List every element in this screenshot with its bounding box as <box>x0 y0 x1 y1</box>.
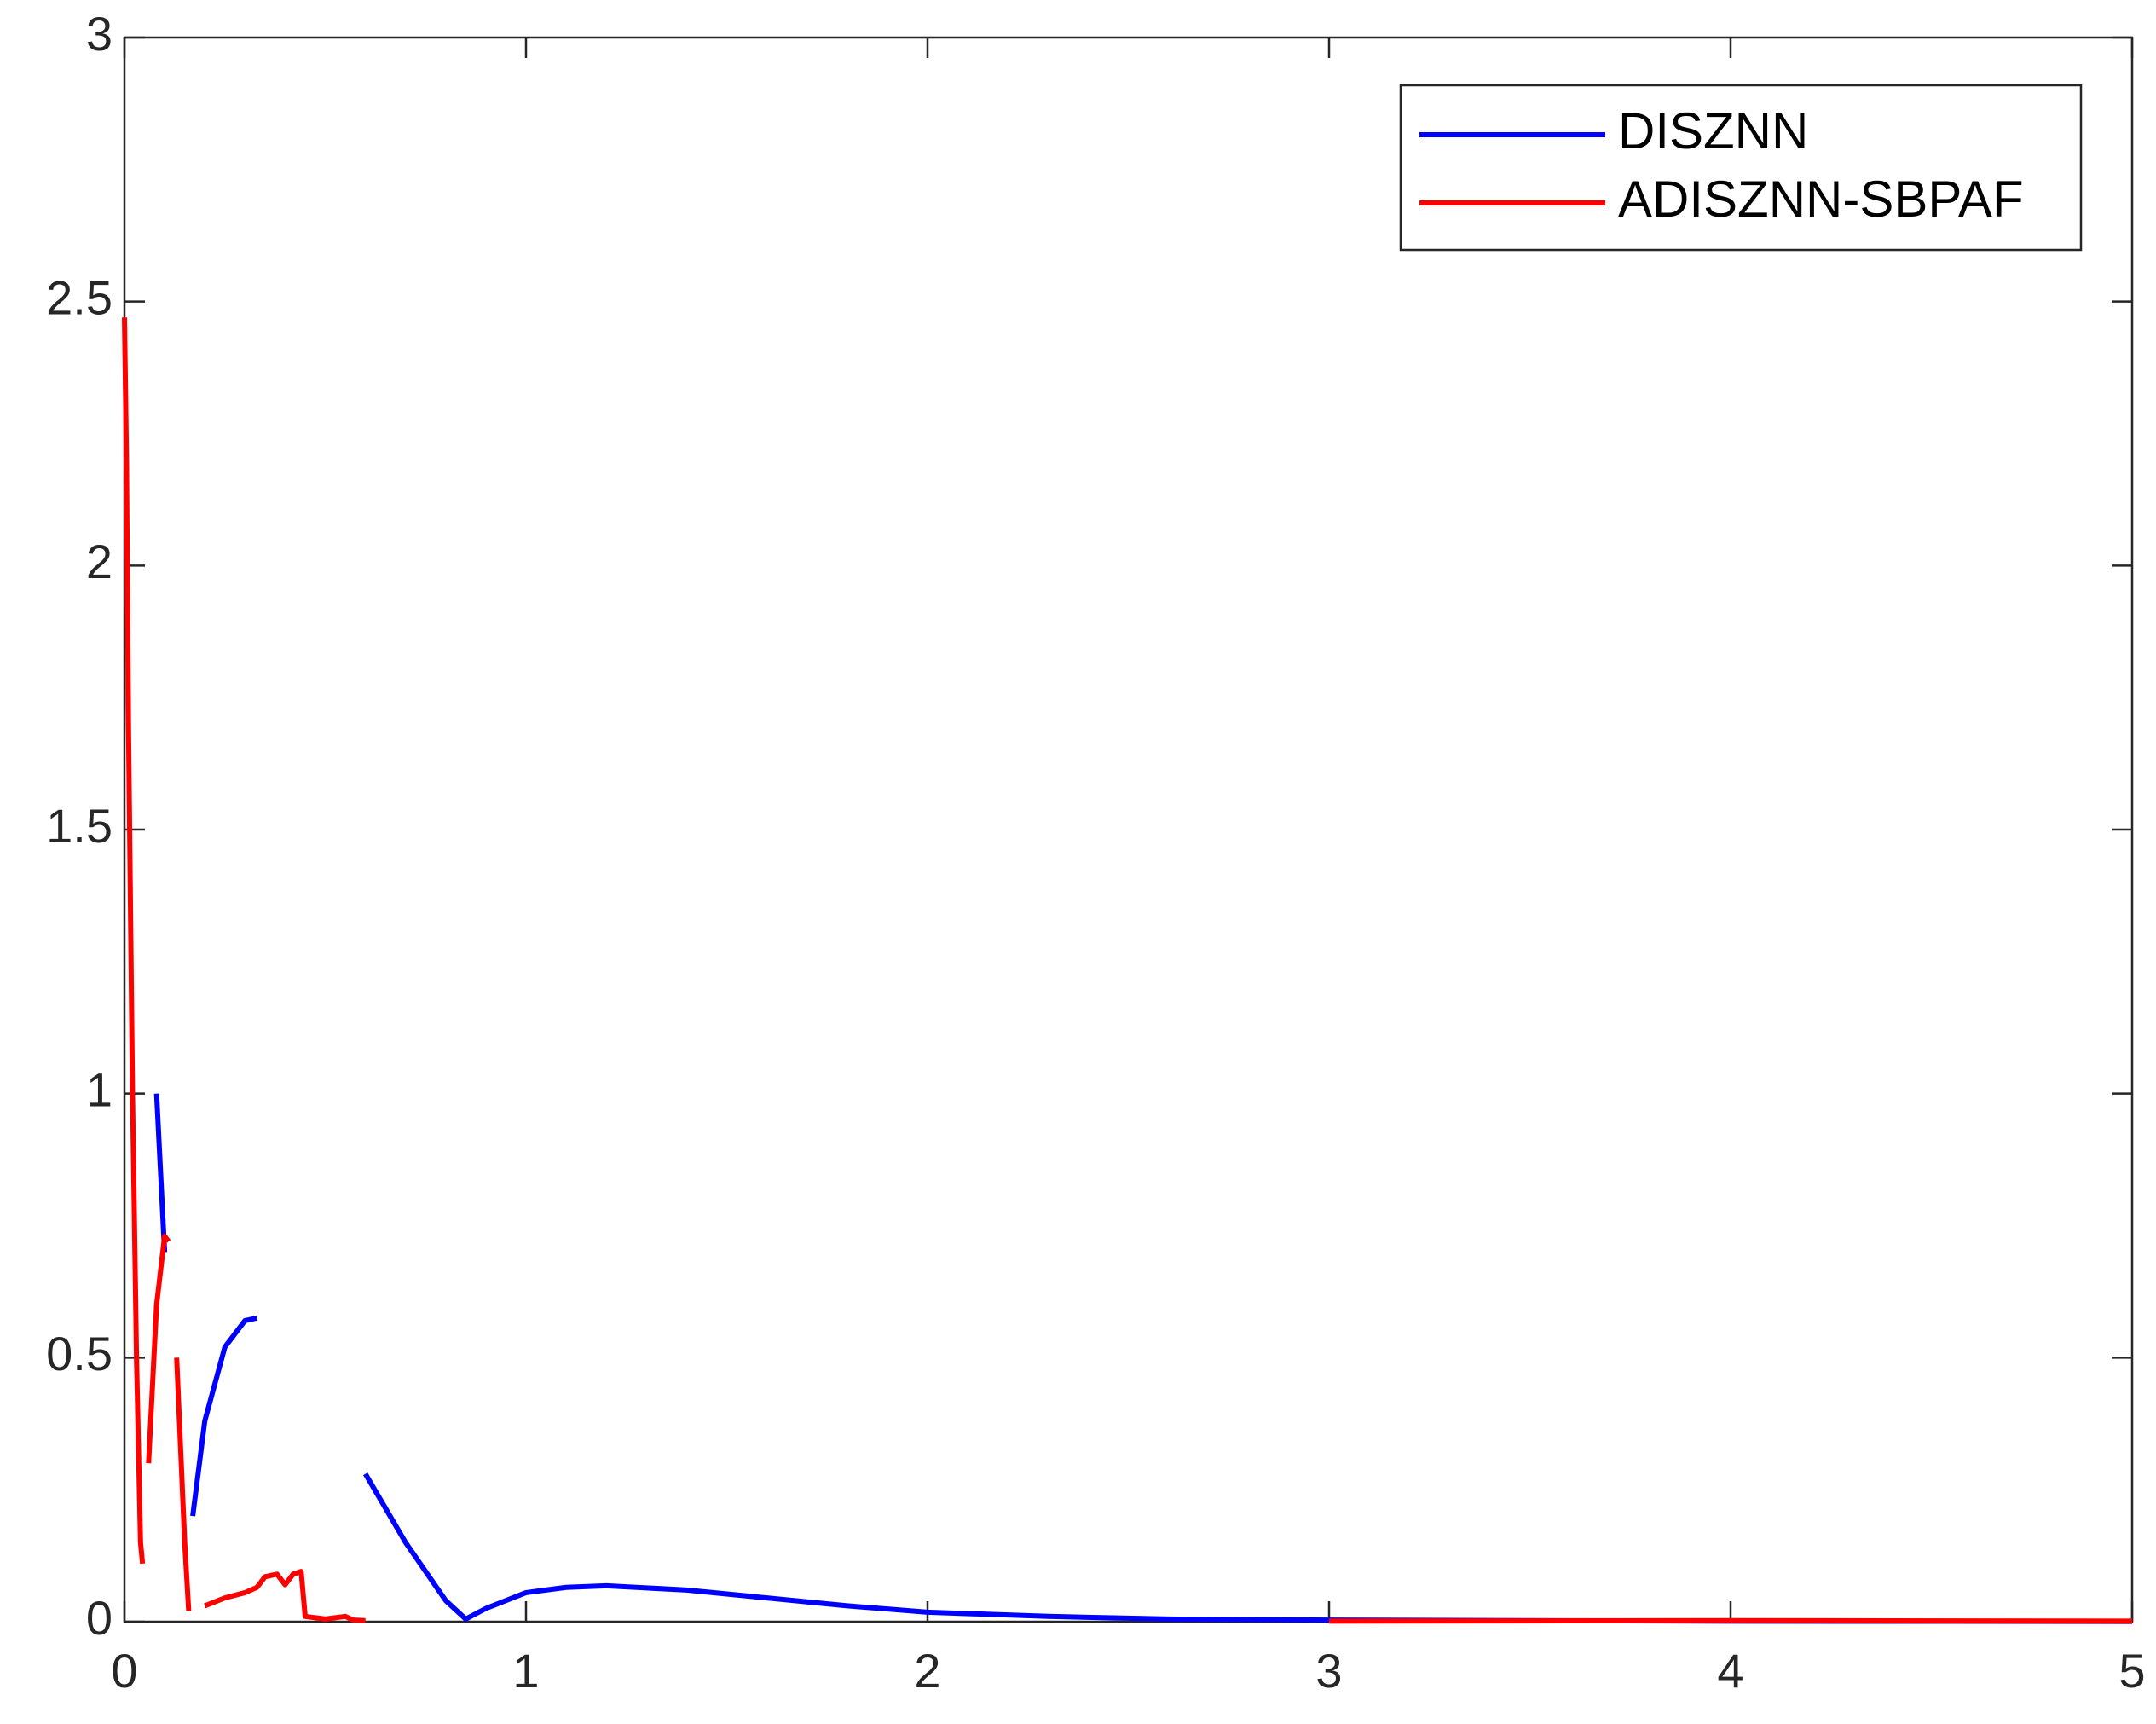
legend-label: ADISZNN-SBPAF <box>1618 171 2024 228</box>
data-line <box>122 317 2133 1624</box>
y-tick-label: 0 <box>86 1591 113 1645</box>
data-line <box>153 1093 2133 1624</box>
x-tick-label: 0 <box>111 1644 137 1698</box>
plot-frame <box>123 36 2134 1623</box>
x-tick-label: 3 <box>1315 1644 1342 1698</box>
y-tick-label: 3 <box>86 7 113 61</box>
lines <box>122 317 2133 1624</box>
y-tick-label: 2 <box>86 535 113 588</box>
y-tick-label: 1 <box>86 1062 113 1116</box>
legend-box <box>1399 84 2083 252</box>
x-tick-label: 2 <box>914 1644 940 1698</box>
y-tick-label: 2.5 <box>46 270 113 324</box>
y-tick-label: 1.5 <box>46 799 113 853</box>
x-tick-label: 4 <box>1717 1644 1743 1698</box>
legend: DISZNN ADISZNN-SBPAF <box>1399 84 2083 252</box>
ticks: 0 1 2 3 4 5 0 0.5 1 1.5 2 2.5 3 <box>46 7 2145 1698</box>
x-tick-label: 5 <box>2118 1644 2145 1698</box>
x-tick-label: 1 <box>512 1644 539 1698</box>
legend-label: DISZNN <box>1618 102 1808 159</box>
y-tick-label: 0.5 <box>46 1327 113 1380</box>
